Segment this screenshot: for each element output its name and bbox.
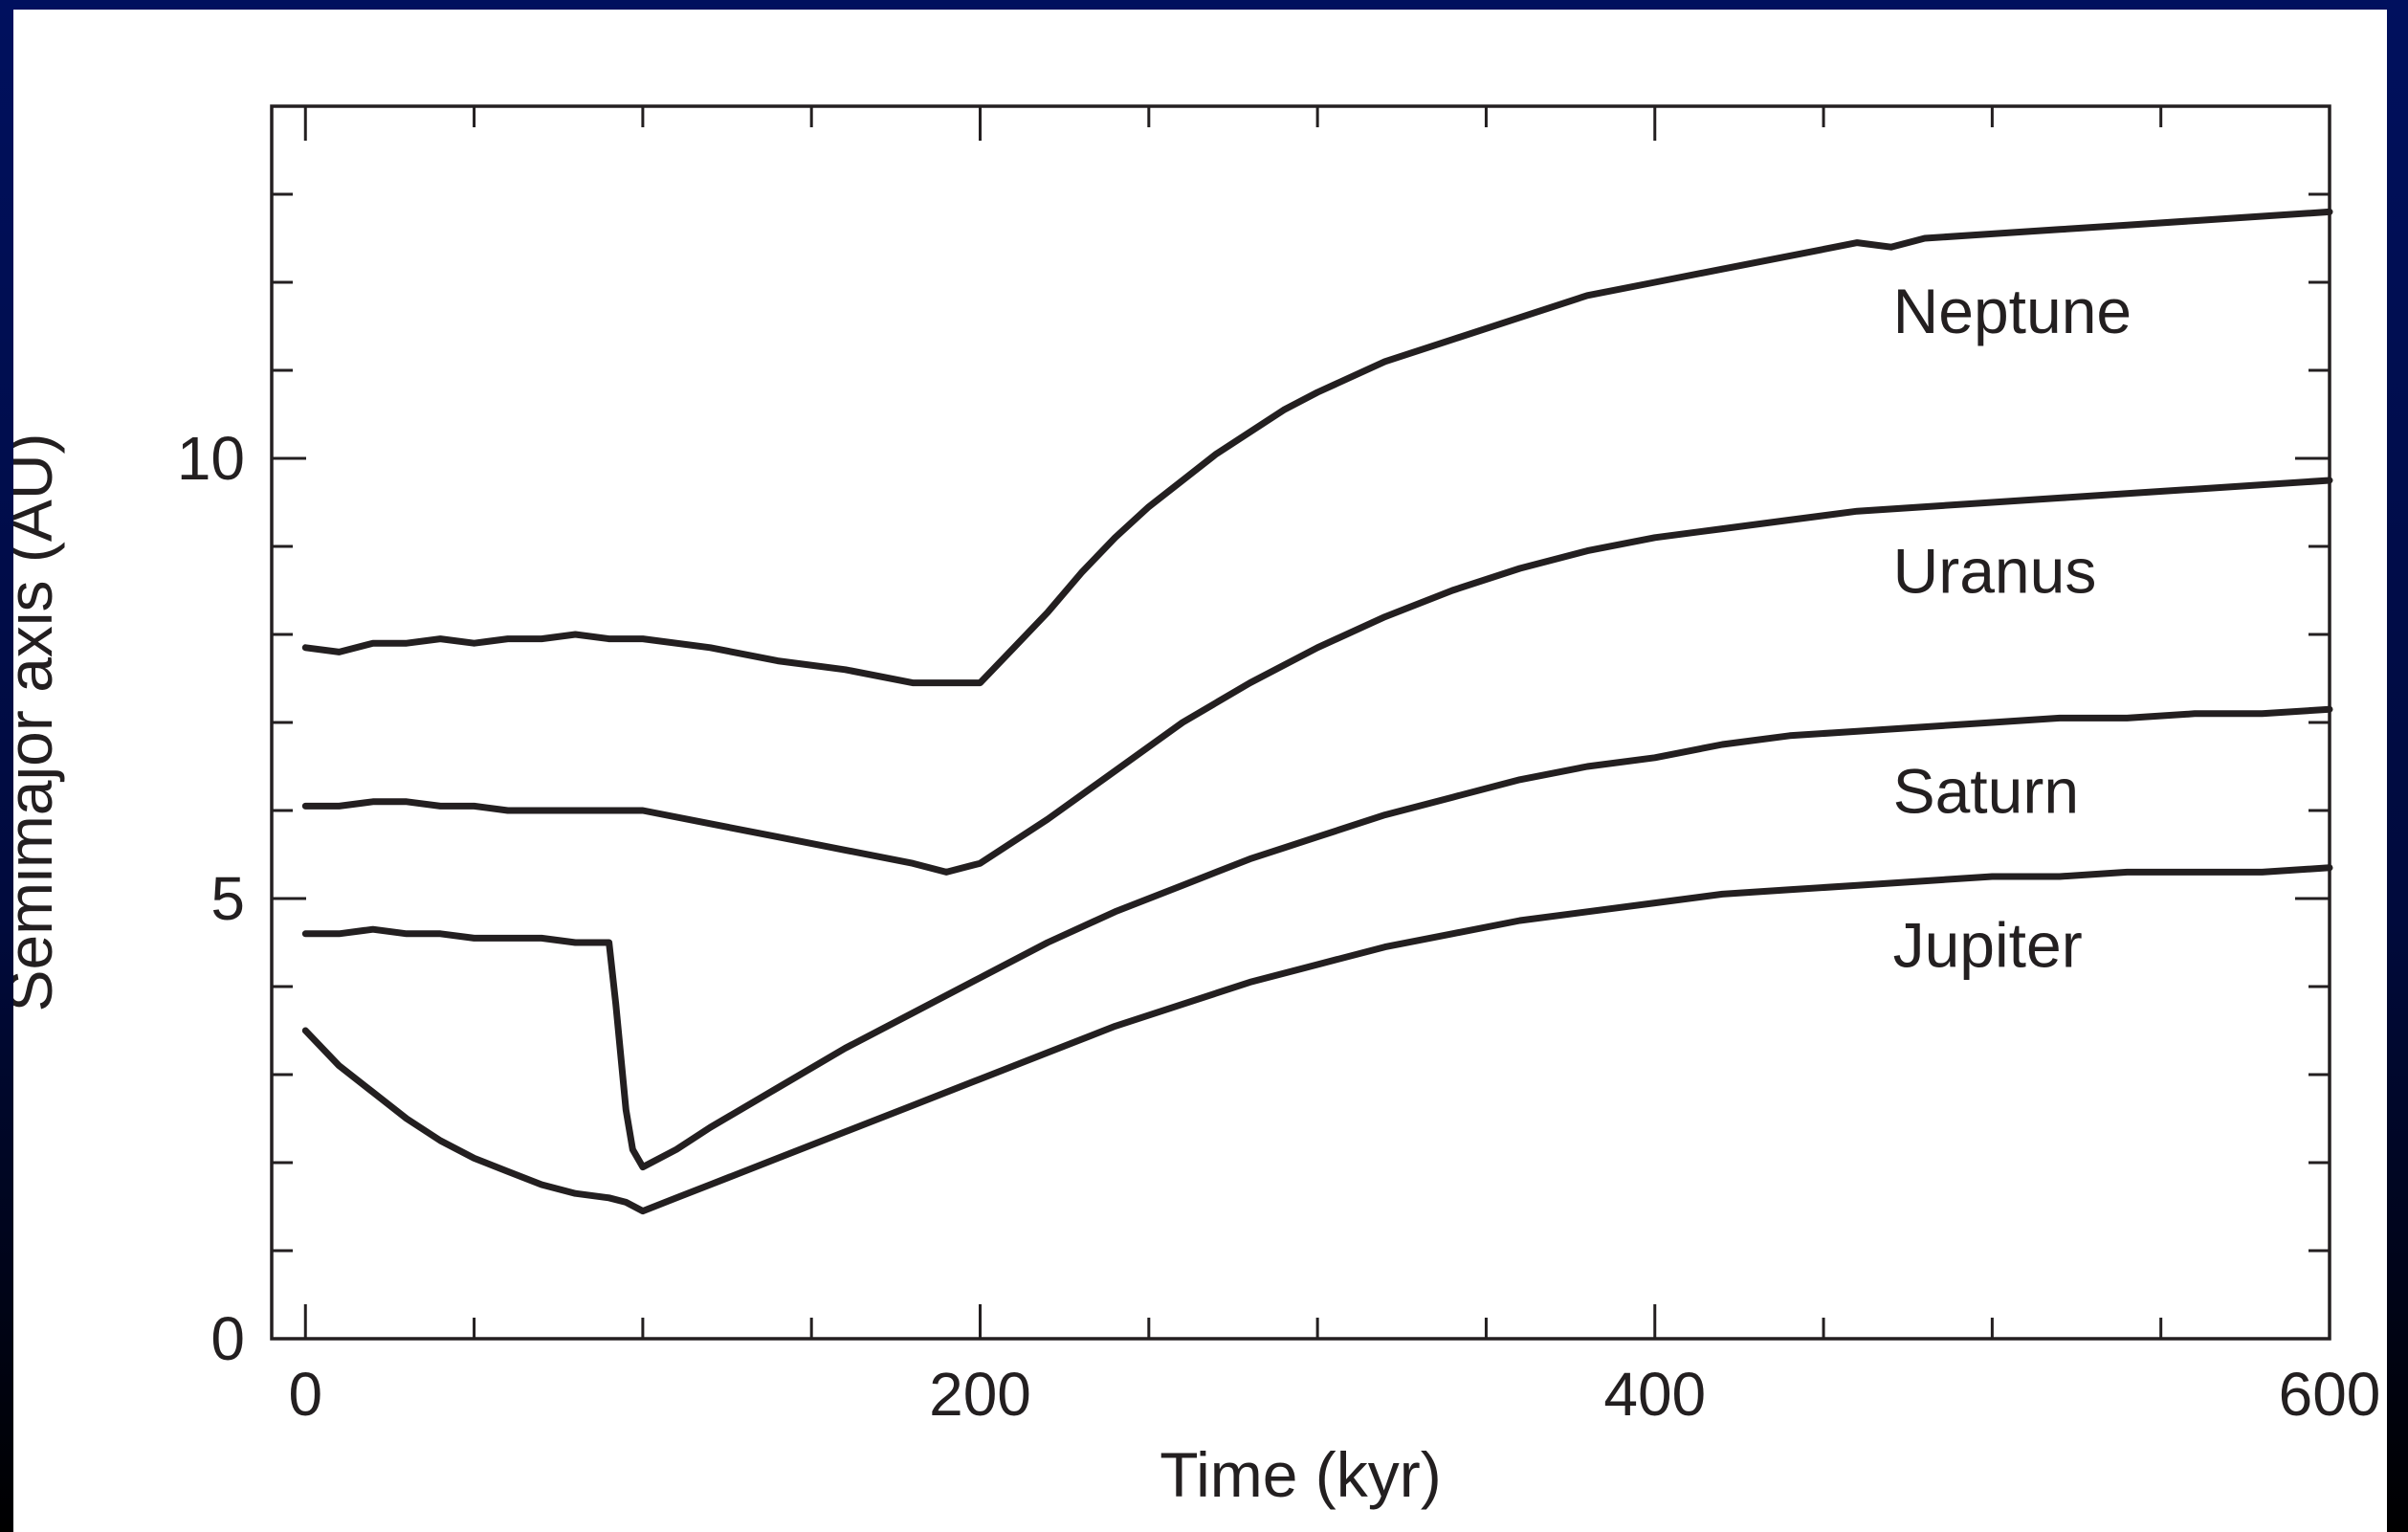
y-tick-label: 0: [210, 1304, 245, 1373]
x-tick-label: 400: [1603, 1360, 1706, 1429]
x-tick-label: 200: [929, 1360, 1031, 1429]
series-line-neptune: [301, 208, 2333, 687]
series-label-jupiter: Jupiter: [1893, 910, 2083, 981]
y-tick-label: 5: [210, 864, 245, 933]
series-line-saturn: [301, 705, 2333, 1171]
chart-panel: Time (kyr) Semimajor axis (AU) 0 200 400 60…: [13, 10, 2387, 1532]
x-tick-label: 0: [288, 1360, 322, 1429]
y-tick-label: 10: [177, 424, 245, 493]
series-label-uranus: Uranus: [1893, 536, 2097, 607]
series-label-saturn: Saturn: [1893, 756, 2079, 827]
x-tick-label: 600: [2279, 1360, 2381, 1429]
series-line-uranus: [301, 477, 2333, 876]
x-axis-title: Time (kyr): [1160, 1439, 1442, 1510]
semimajor-axis-line-chart: Time (kyr) Semimajor axis (AU) 0 200 400 60…: [13, 104, 2381, 1510]
y-axis-title: Semimajor axis (AU): [13, 433, 65, 1011]
series-line-jupiter: [301, 864, 2333, 1215]
series-label-neptune: Neptune: [1893, 276, 2132, 346]
